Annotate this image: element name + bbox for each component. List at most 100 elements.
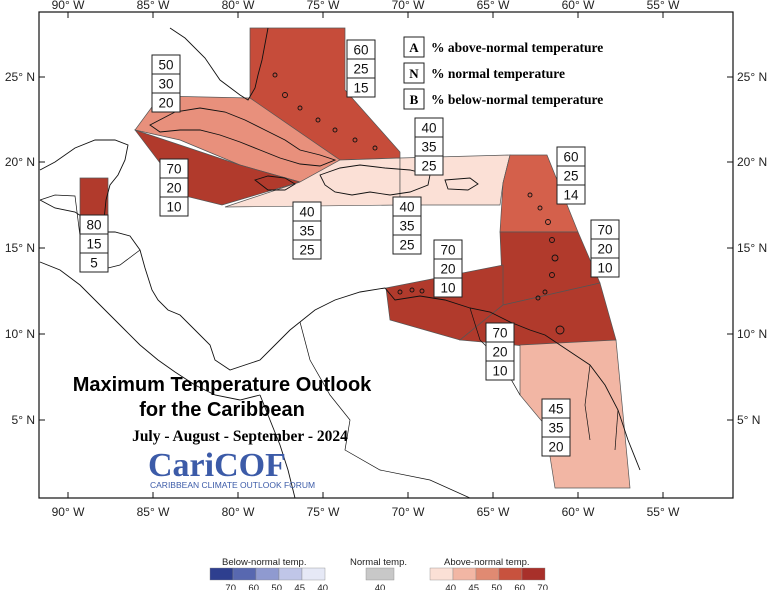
latitude-ticks-left: 25° N 20° N 15° N 10° N 5° N xyxy=(5,70,45,427)
probability-box-windwards: 70 20 10 xyxy=(590,219,620,278)
probability-value: 70 xyxy=(166,162,181,177)
probability-box-leewards: 60 25 14 xyxy=(556,146,586,205)
colorbar-tick: 40 xyxy=(317,583,328,590)
coast-yucatan xyxy=(39,139,129,221)
colorbar-normal: Normal temp. 40 xyxy=(350,557,407,590)
longitude-tick: 60° W xyxy=(562,505,595,519)
latitude-tick: 5° N xyxy=(12,413,35,427)
coast-puerto-rico xyxy=(444,177,479,191)
colorbar-swatch xyxy=(232,567,257,581)
coast-florida xyxy=(169,27,269,101)
probability-box-hispaniola-west: 40 35 25 xyxy=(292,201,322,260)
probability-value: 5 xyxy=(90,256,98,271)
colorbar-swatch xyxy=(278,567,303,581)
latitude-tick: 20° N xyxy=(737,155,767,169)
colorbar-tick: 50 xyxy=(271,583,282,590)
probability-value: 25 xyxy=(299,243,314,258)
probability-value: 20 xyxy=(548,440,563,455)
key-row-a: A % above-normal temperature xyxy=(403,36,603,58)
key-letter: A xyxy=(409,40,419,55)
probability-value: 10 xyxy=(166,200,181,215)
longitude-tick: 75° W xyxy=(307,505,340,519)
latitude-tick: 20° N xyxy=(5,155,35,169)
map-title-line2: for the Caribbean xyxy=(139,399,305,421)
key-row-b: B % below-normal temperature xyxy=(403,88,603,110)
letter-key: A % above-normal temperature N % normal … xyxy=(403,36,603,110)
probability-box-jamaica-cayman: 70 20 10 xyxy=(159,158,189,217)
colorbar-tick: 60 xyxy=(248,583,259,590)
probability-value: 50 xyxy=(158,58,173,73)
coast-south-america-west xyxy=(259,394,296,499)
probability-value: 60 xyxy=(353,43,368,58)
probability-value: 35 xyxy=(399,219,414,234)
probability-value: 20 xyxy=(492,345,507,360)
probability-value: 10 xyxy=(597,261,612,276)
colorbar-tick: 50 xyxy=(491,583,502,590)
probability-value: 40 xyxy=(421,121,436,136)
colorbar-swatch xyxy=(475,567,500,581)
probability-value: 35 xyxy=(548,421,563,436)
colorbar-swatch xyxy=(498,567,523,581)
latitude-tick: 5° N xyxy=(737,413,760,427)
colorbar-swatch xyxy=(365,567,395,581)
coast-central-america-pacific xyxy=(39,261,261,401)
colorbar-title: Above-normal temp. xyxy=(444,557,530,568)
probability-box-abc-islands: 70 20 10 xyxy=(433,239,463,298)
latitude-tick: 10° N xyxy=(5,327,35,341)
longitude-tick: 60° W xyxy=(562,0,595,12)
colorbar-swatch xyxy=(209,567,234,581)
coast-cuba xyxy=(149,107,337,167)
probability-value: 14 xyxy=(563,188,579,203)
probability-value: 35 xyxy=(421,140,436,155)
coast-hispaniola xyxy=(319,164,431,196)
colorbar-swatch xyxy=(301,567,326,581)
probability-value: 20 xyxy=(166,181,181,196)
longitude-tick: 65° W xyxy=(477,505,510,519)
probability-box-guianas: 45 35 20 xyxy=(541,398,571,457)
probability-value: 25 xyxy=(399,238,414,253)
longitude-tick: 55° W xyxy=(647,0,680,12)
longitude-tick: 75° W xyxy=(307,0,340,12)
probability-value: 80 xyxy=(86,218,101,233)
colorbar-swatch xyxy=(521,567,546,581)
longitude-tick: 70° W xyxy=(392,0,425,12)
probability-value: 20 xyxy=(440,262,455,277)
abc-islands xyxy=(397,287,425,295)
colorbar-swatch xyxy=(255,567,280,581)
probability-value: 45 xyxy=(548,402,563,417)
probability-box-bahamas: 60 25 15 xyxy=(346,39,376,98)
probability-value: 40 xyxy=(399,200,414,215)
caricof-logo: CariCOF CARIBBEAN CLIMATE OUTLOOK FORUM xyxy=(148,447,315,490)
lesser-antilles xyxy=(527,192,565,335)
probability-value: 70 xyxy=(440,243,455,258)
logo-name: CariCOF xyxy=(148,447,286,484)
probability-value: 10 xyxy=(492,364,507,379)
colorbar-tick: 40 xyxy=(445,583,456,590)
key-description: % above-normal temperature xyxy=(431,40,603,55)
probability-box-belize: 80 15 5 xyxy=(79,214,109,273)
probability-value: 25 xyxy=(353,62,368,77)
longitude-tick: 55° W xyxy=(647,505,680,519)
probability-value: 15 xyxy=(86,237,101,252)
coast-jamaica xyxy=(254,175,296,191)
colorbar-tick: 40 xyxy=(375,583,386,590)
probability-value: 15 xyxy=(353,81,368,96)
longitude-tick: 70° W xyxy=(392,505,425,519)
probability-value: 10 xyxy=(440,281,455,296)
bahamas-islands xyxy=(272,72,378,151)
colorbar-below: Below-normal temp. 70 60 50 45 40 xyxy=(209,557,328,590)
latitude-tick: 10° N xyxy=(737,327,767,341)
longitude-tick: 80° W xyxy=(222,0,255,12)
longitude-tick: 85° W xyxy=(137,505,170,519)
map-frame xyxy=(38,11,734,499)
probability-value: 70 xyxy=(597,223,612,238)
probability-value: 30 xyxy=(158,77,173,92)
latitude-tick: 25° N xyxy=(737,70,767,84)
latitude-tick: 15° N xyxy=(5,241,35,255)
map-period: July - August - September - 2024 xyxy=(132,428,348,445)
key-description: % below-normal temperature xyxy=(431,92,603,107)
colorbar-title: Normal temp. xyxy=(350,557,407,568)
latitude-ticks-right: 25° N 20° N 15° N 10° N 5° N xyxy=(727,70,767,427)
latitude-tick: 25° N xyxy=(5,70,35,84)
